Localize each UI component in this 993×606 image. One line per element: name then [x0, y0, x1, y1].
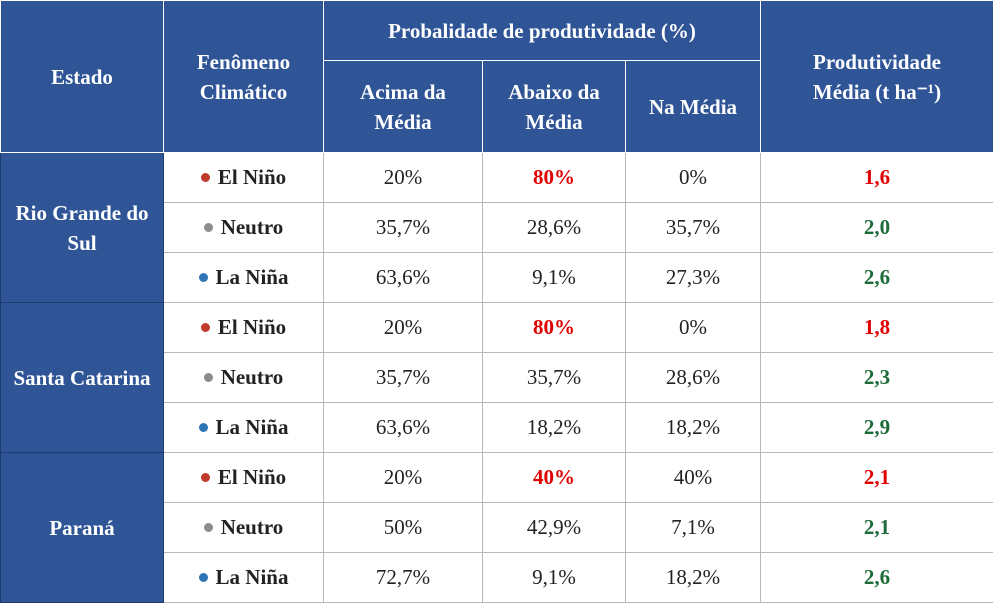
header-cell: Abaixo da Média — [482, 60, 626, 153]
phenomenon-dot — [203, 222, 213, 232]
acima-cell: 72,7% — [323, 552, 483, 603]
fenomeno-label: El Niño — [217, 165, 287, 189]
fenomeno-cell: La Niña — [163, 402, 324, 453]
na-media-cell: 28,6% — [625, 352, 761, 403]
table-header: Estado Fenômeno Climático Probalidade de… — [0, 0, 993, 153]
na-media-cell: 0% — [625, 152, 761, 203]
phenomenon-dot — [198, 272, 208, 282]
abaixo-cell: 9,1% — [482, 252, 626, 303]
header-cell: Acima da Média — [323, 60, 483, 153]
header-cell: Probalidade de produtividade (%) — [323, 0, 761, 61]
phenomenon-dot — [203, 372, 213, 382]
acima-cell: 20% — [323, 152, 483, 203]
fenomeno-cell: El Niño — [163, 302, 324, 353]
fenomeno-cell: El Niño — [163, 152, 324, 203]
fenomeno-cell: Neutro — [163, 202, 324, 253]
na-media-cell: 0% — [625, 302, 761, 353]
fenomeno-label: La Niña — [215, 265, 289, 289]
acima-cell: 63,6% — [323, 402, 483, 453]
na-media-cell: 18,2% — [625, 552, 761, 603]
acima-cell: 63,6% — [323, 252, 483, 303]
acima-cell: 35,7% — [323, 202, 483, 253]
phenomenon-dot — [200, 322, 210, 332]
header-cell: Na Média — [625, 60, 761, 153]
body-row: La Niña 63,6% 9,1% 27,3% 2,6 — [1, 252, 993, 303]
na-media-cell: 27,3% — [625, 252, 761, 303]
fenomeno-label: El Niño — [217, 465, 287, 489]
body-row: Paraná El Niño 20% 40% 40% 2,1 — [0, 452, 993, 603]
na-media-cell: 35,7% — [625, 202, 761, 253]
fenomeno-label: El Niño — [217, 315, 287, 339]
header-row: Acima da Média Abaixo da Média Na Média — [1, 60, 993, 153]
abaixo-cell: 40% — [482, 452, 626, 503]
phenomenon-dot — [200, 472, 210, 482]
acima-cell: 20% — [323, 452, 483, 503]
body-row: Neutro 50% 42,9% 7,1% 2,1 — [1, 502, 993, 553]
fenomeno-cell: La Niña — [163, 252, 324, 303]
body-row: Santa Catarina El Niño 20% 80% 0% 1,8 — [0, 302, 993, 453]
produtividade-cell: 2,6 — [760, 552, 993, 603]
phenomenon-dot — [198, 572, 208, 582]
body-row: La Niña 72,7% 9,1% 18,2% 2,6 — [1, 552, 993, 603]
fenomeno-cell: Neutro — [163, 352, 324, 403]
produtividade-cell: 1,6 — [760, 152, 993, 203]
produtividade-cell: 2,3 — [760, 352, 993, 403]
produtividade-cell: 2,9 — [760, 402, 993, 453]
abaixo-cell: 9,1% — [482, 552, 626, 603]
fenomeno-cell: El Niño — [163, 452, 324, 503]
fenomeno-label: Neutro — [220, 515, 284, 539]
table-body: Rio Grande do Sul El Niño 20% 80% 0% 1,6 Neutr… — [0, 152, 993, 603]
acima-cell: 50% — [323, 502, 483, 553]
header-row: Estado Fenômeno Climático Probalidade de… — [0, 0, 993, 153]
produtividade-cell: 2,1 — [760, 452, 993, 503]
body-row: La Niña 63,6% 18,2% 18,2% 2,9 — [1, 402, 993, 453]
header-cell: Produtividade Média (t ha⁻¹) — [760, 0, 993, 153]
estado-cell: Santa Catarina — [0, 302, 164, 453]
na-media-cell: 7,1% — [625, 502, 761, 553]
fenomeno-cell: Neutro — [163, 502, 324, 553]
abaixo-cell: 18,2% — [482, 402, 626, 453]
abaixo-cell: 42,9% — [482, 502, 626, 553]
na-media-cell: 40% — [625, 452, 761, 503]
produtividade-cell: 2,0 — [760, 202, 993, 253]
body-row: Rio Grande do Sul El Niño 20% 80% 0% 1,6 — [0, 152, 993, 303]
produtividade-cell: 2,6 — [760, 252, 993, 303]
phenomenon-dot — [200, 172, 210, 182]
fenomeno-label: Neutro — [220, 215, 284, 239]
estado-cell: Paraná — [0, 452, 164, 603]
produtividade-cell: 2,1 — [760, 502, 993, 553]
abaixo-cell: 28,6% — [482, 202, 626, 253]
fenomeno-label: Neutro — [220, 365, 284, 389]
na-media-cell: 18,2% — [625, 402, 761, 453]
header-cell: Estado — [0, 0, 164, 153]
fenomeno-label: La Niña — [215, 415, 289, 439]
estado-cell: Rio Grande do Sul — [0, 152, 164, 303]
fenomeno-label: La Niña — [215, 565, 289, 589]
abaixo-cell: 80% — [482, 152, 626, 203]
phenomenon-dot — [198, 422, 208, 432]
abaixo-cell: 80% — [482, 302, 626, 353]
acima-cell: 20% — [323, 302, 483, 353]
abaixo-cell: 35,7% — [482, 352, 626, 403]
phenomenon-dot — [203, 522, 213, 532]
produtividade-cell: 1,8 — [760, 302, 993, 353]
header-cell: Fenômeno Climático — [163, 0, 324, 153]
acima-cell: 35,7% — [323, 352, 483, 403]
fenomeno-cell: La Niña — [163, 552, 324, 603]
